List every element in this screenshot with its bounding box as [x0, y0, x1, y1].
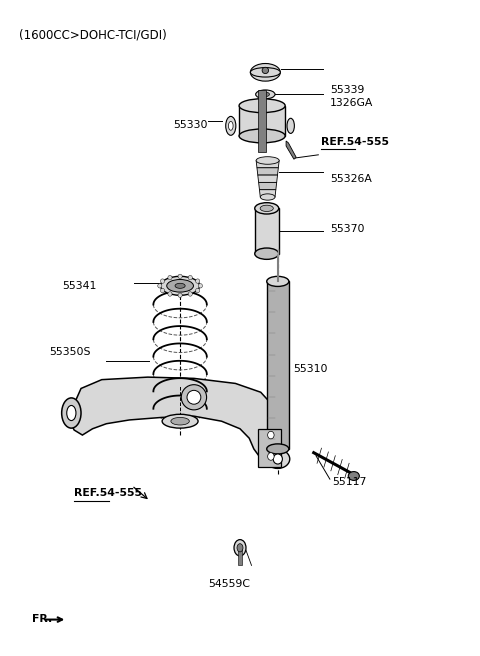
Text: 55330: 55330: [173, 120, 208, 131]
Text: 55339: 55339: [330, 85, 364, 95]
Ellipse shape: [266, 449, 290, 468]
Ellipse shape: [158, 283, 162, 288]
Ellipse shape: [267, 276, 289, 287]
Ellipse shape: [160, 276, 200, 295]
Ellipse shape: [237, 544, 243, 552]
Ellipse shape: [261, 92, 269, 96]
Ellipse shape: [251, 64, 280, 81]
Bar: [258, 90, 266, 152]
Text: __________: __________: [321, 142, 368, 151]
Text: 54559C: 54559C: [208, 579, 250, 589]
Polygon shape: [259, 182, 276, 190]
Ellipse shape: [175, 283, 185, 289]
Text: __________: __________: [74, 493, 121, 502]
Ellipse shape: [348, 472, 360, 480]
Bar: [255, 209, 279, 254]
Polygon shape: [286, 141, 296, 159]
Ellipse shape: [262, 68, 269, 73]
Ellipse shape: [160, 289, 165, 293]
Text: 55350S: 55350S: [49, 347, 90, 357]
Ellipse shape: [198, 283, 203, 288]
Ellipse shape: [160, 279, 165, 283]
Ellipse shape: [260, 194, 275, 200]
Ellipse shape: [168, 276, 172, 280]
Bar: [258, 429, 281, 466]
Polygon shape: [257, 168, 278, 175]
Polygon shape: [70, 377, 280, 459]
Ellipse shape: [287, 118, 294, 133]
Ellipse shape: [234, 540, 246, 556]
Ellipse shape: [178, 274, 182, 279]
Ellipse shape: [195, 289, 200, 293]
Ellipse shape: [67, 405, 76, 420]
Text: 55326A: 55326A: [330, 174, 372, 184]
Polygon shape: [260, 190, 276, 197]
Text: 55310: 55310: [293, 364, 327, 374]
Bar: [267, 281, 289, 449]
Polygon shape: [256, 161, 279, 168]
Ellipse shape: [255, 203, 279, 214]
Text: REF.54-555: REF.54-555: [321, 136, 389, 146]
Ellipse shape: [273, 454, 282, 464]
Ellipse shape: [267, 444, 289, 454]
Ellipse shape: [260, 205, 273, 211]
Ellipse shape: [178, 293, 182, 297]
Polygon shape: [258, 175, 277, 182]
Ellipse shape: [181, 384, 206, 410]
Ellipse shape: [251, 68, 280, 77]
Ellipse shape: [268, 453, 274, 461]
Ellipse shape: [195, 279, 200, 283]
Ellipse shape: [188, 292, 192, 297]
Text: 55341: 55341: [62, 281, 97, 291]
Ellipse shape: [256, 90, 275, 99]
Ellipse shape: [228, 121, 233, 131]
Ellipse shape: [61, 398, 81, 428]
Ellipse shape: [187, 390, 201, 404]
Ellipse shape: [239, 129, 285, 143]
Text: 55117: 55117: [332, 477, 367, 487]
Text: FR.: FR.: [32, 614, 52, 624]
Ellipse shape: [256, 157, 279, 164]
Ellipse shape: [167, 279, 193, 292]
Text: (1600CC>DOHC-TCI/GDI): (1600CC>DOHC-TCI/GDI): [19, 29, 167, 42]
Text: 55370: 55370: [330, 224, 364, 234]
Ellipse shape: [268, 431, 274, 439]
Bar: [239, 106, 285, 136]
Ellipse shape: [255, 248, 279, 259]
Ellipse shape: [239, 99, 285, 113]
Ellipse shape: [188, 276, 192, 280]
Ellipse shape: [162, 415, 198, 428]
Ellipse shape: [226, 116, 236, 135]
Ellipse shape: [168, 292, 172, 297]
Ellipse shape: [171, 417, 189, 425]
Text: REF.54-555: REF.54-555: [74, 488, 142, 498]
Bar: [238, 546, 242, 565]
Text: 1326GA: 1326GA: [330, 98, 373, 108]
